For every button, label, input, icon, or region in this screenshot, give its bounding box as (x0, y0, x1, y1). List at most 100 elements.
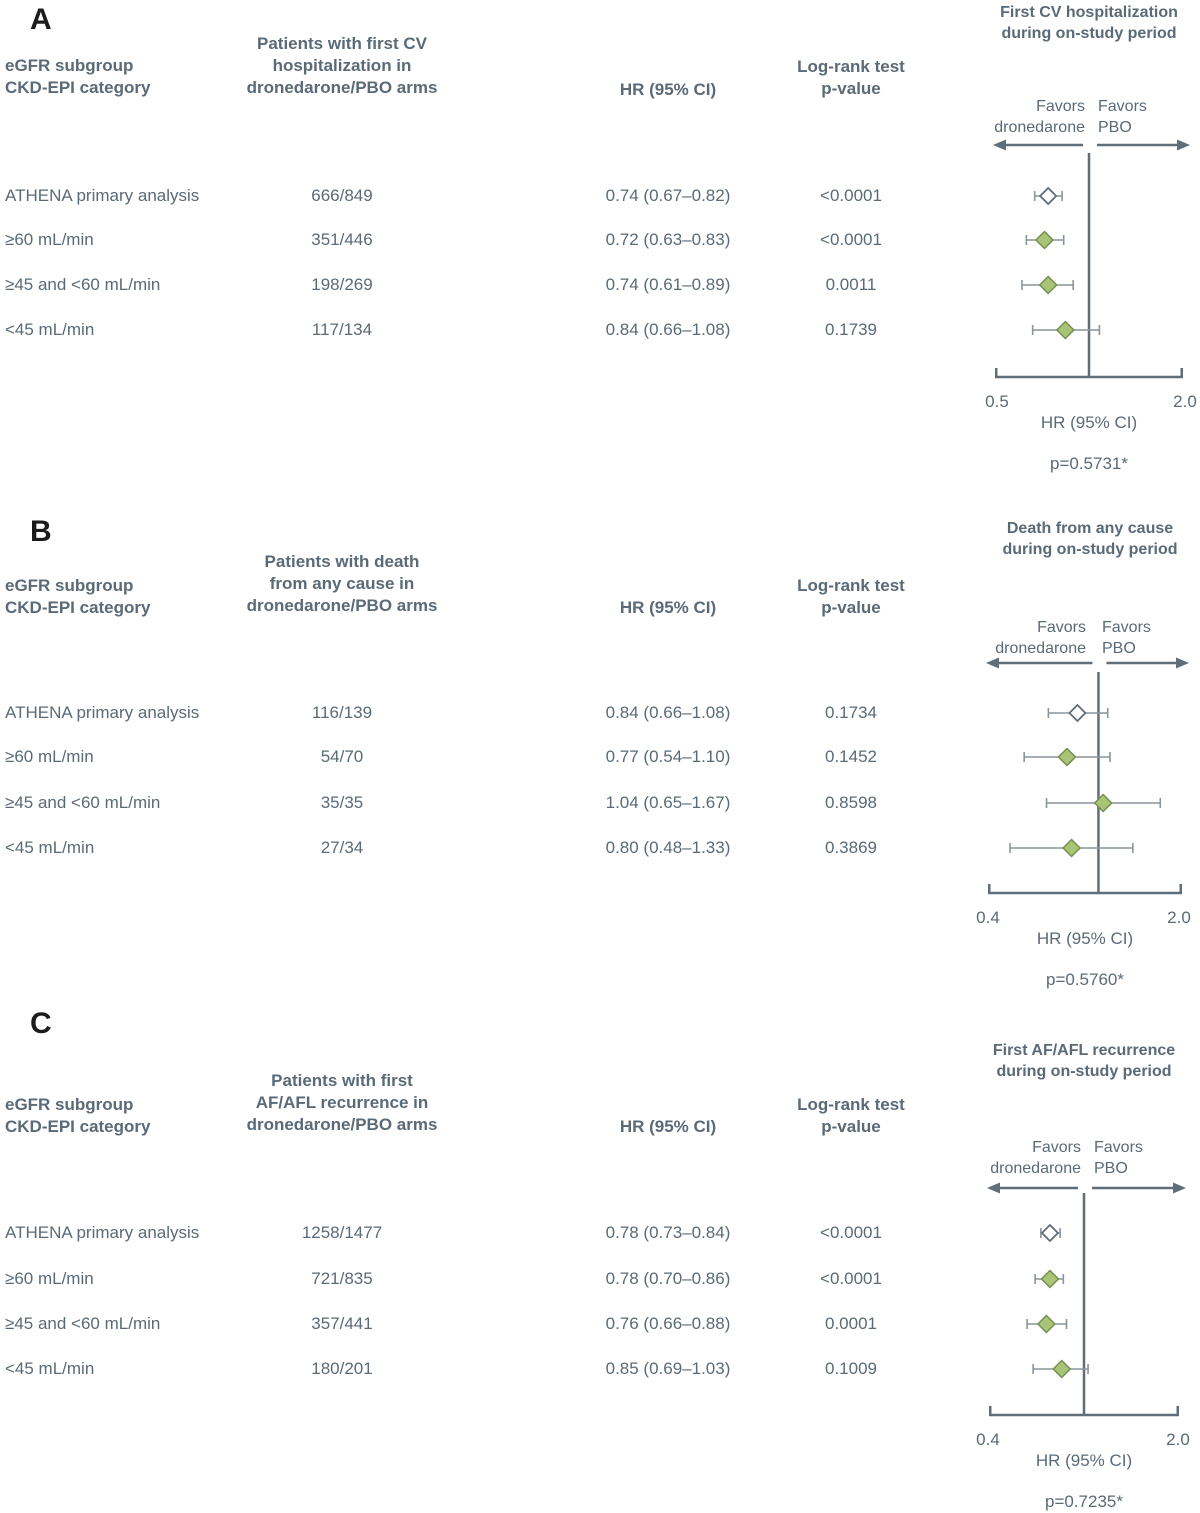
row-label: ATHENA primary analysis (5, 703, 200, 722)
row-label: <45 mL/min (5, 1359, 95, 1378)
patients-header-line1: Patients with death (264, 552, 420, 571)
row-label: ≥60 mL/min (5, 230, 94, 249)
panel-letter: C (30, 1007, 52, 1040)
favors-dronedarone-line1: Favors (1037, 619, 1086, 636)
favors-pbo-label: Favors PBO (1094, 1137, 1184, 1179)
favors-dronedarone-label: Favors dronedarone (931, 1137, 1081, 1179)
favors-pbo-line2: PBO (1094, 1160, 1128, 1177)
patients-cell: 357/441 (311, 1314, 373, 1333)
subgroup-header-line1: eGFR subgroup (5, 1095, 134, 1114)
hr-diamond-filled (1036, 1314, 1056, 1334)
row-label: ≥60 mL/min (5, 1269, 94, 1288)
favors-right-arrowhead (1176, 657, 1189, 669)
favors-pbo-line2: PBO (1098, 119, 1132, 136)
patients-header-line2: hospitalization in (272, 56, 412, 75)
pvalue-cell: <0.0001 (820, 1269, 882, 1288)
patients-cell: 666/849 (311, 186, 373, 205)
plot-title: First CV hospitalization during on-study… (978, 2, 1200, 44)
favors-dronedarone-line2: dronedarone (995, 640, 1086, 657)
patients-cell: 1258/1477 (301, 1223, 383, 1242)
hr-cell: 0.76 (0.66–0.88) (605, 1314, 731, 1333)
plot-title-line2: during on-study period (1002, 541, 1178, 558)
hr-diamond-filled (1057, 747, 1077, 767)
hr-cell: 0.72 (0.63–0.83) (605, 230, 731, 249)
subgroup-header: eGFR subgroup CKD-EPI category (5, 575, 295, 619)
hr-diamond-open (1068, 703, 1087, 723)
plot-title-line2: during on-study period (1001, 25, 1177, 42)
hr-cell: 0.85 (0.69–1.03) (605, 1359, 731, 1378)
patients-header-line1: Patients with first (271, 1071, 413, 1090)
panel-letter: B (30, 515, 52, 548)
patients-header: Patients with first AF/AFL recurrence in… (242, 1070, 442, 1136)
row-label: ≥45 and <60 mL/min (5, 793, 161, 812)
pvalue-cell: <0.0001 (820, 230, 882, 249)
patients-header: Patients with first CV hospitalization i… (242, 33, 442, 99)
pvalue-cell: 0.1452 (825, 747, 877, 766)
hr-cell: 0.84 (0.66–1.08) (605, 703, 731, 722)
hr-header: HR (95% CI) (619, 80, 717, 99)
favors-right-arrowhead (1177, 139, 1190, 151)
pvalue-cell: 0.1739 (825, 320, 877, 339)
axis-label: HR (95% CI) (1035, 1451, 1133, 1470)
hr-diamond-filled (1093, 793, 1113, 813)
row-label: <45 mL/min (5, 320, 95, 339)
favors-dronedarone-line2: dronedarone (990, 1160, 1081, 1177)
favors-left-arrowhead (993, 139, 1006, 151)
hr-cell: 0.74 (0.61–0.89) (605, 275, 731, 294)
hr-diamond-filled (1038, 275, 1058, 295)
pvalue-cell: 0.0011 (825, 275, 877, 294)
axis-tick-min: 0.4 (976, 1430, 1000, 1449)
pvalue-header: Log-rank test p-value (766, 1094, 936, 1138)
pvalue-header-line2: p-value (821, 1117, 881, 1136)
pvalue-header: Log-rank test p-value (766, 575, 936, 619)
overall-pvalue: p=0.5760* (1046, 970, 1124, 989)
axis-tick-max: 2.0 (1173, 392, 1197, 411)
pvalue-header-line1: Log-rank test (797, 576, 905, 595)
pvalue-cell: <0.0001 (820, 1223, 882, 1242)
subgroup-header-line2: CKD-EPI category (5, 78, 151, 97)
patients-header-line3: dronedarone/PBO arms (246, 596, 438, 615)
patients-cell: 721/835 (311, 1269, 373, 1288)
hr-diamond-filled (1061, 838, 1082, 858)
plot-title-line1: Death from any cause (1006, 520, 1174, 537)
favors-dronedarone-line1: Favors (1036, 98, 1085, 115)
favors-dronedarone-line1: Favors (1032, 1139, 1081, 1156)
pvalue-cell: <0.0001 (820, 186, 882, 205)
hr-header: HR (95% CI) (619, 598, 717, 617)
pvalue-header-line2: p-value (821, 598, 881, 617)
hr-cell: 0.80 (0.48–1.33) (605, 838, 731, 857)
axis-tick-max: 2.0 (1167, 908, 1191, 927)
row-label: <45 mL/min (5, 838, 95, 857)
row-label: ATHENA primary analysis (5, 186, 200, 205)
axis-tick-min: 0.5 (985, 392, 1009, 411)
patients-header-line3: dronedarone/PBO arms (246, 78, 438, 97)
hr-cell: 1.04 (0.65–1.67) (605, 793, 731, 812)
pvalue-header-line1: Log-rank test (797, 57, 905, 76)
favors-pbo-label: Favors PBO (1098, 96, 1188, 138)
patients-cell: 180/201 (311, 1359, 373, 1378)
overall-pvalue: p=0.5731* (1050, 454, 1128, 473)
subgroup-header: eGFR subgroup CKD-EPI category (5, 55, 295, 99)
hr-diamond-filled (1055, 320, 1075, 340)
favors-dronedarone-label: Favors dronedarone (935, 96, 1085, 138)
hr-cell: 0.78 (0.73–0.84) (605, 1223, 731, 1242)
plot-title-line1: First AF/AFL recurrence (992, 1042, 1176, 1059)
hr-cell: 0.84 (0.66–1.08) (605, 320, 731, 339)
subgroup-header-line2: CKD-EPI category (5, 1117, 151, 1136)
plot-title: Death from any cause during on-study per… (979, 518, 1200, 560)
favors-pbo-line1: Favors (1102, 619, 1151, 636)
plot-title-line1: First CV hospitalization (1000, 4, 1178, 21)
favors-dronedarone-line2: dronedarone (994, 119, 1085, 136)
axis-label: HR (95% CI) (1036, 929, 1134, 948)
row-label: ATHENA primary analysis (5, 1223, 200, 1242)
favors-left-arrowhead (987, 1182, 1000, 1194)
pvalue-cell: 0.0001 (825, 1314, 877, 1333)
patients-cell: 27/34 (320, 838, 364, 857)
pvalue-cell: 0.1009 (825, 1359, 877, 1378)
plot-title-line2: during on-study period (996, 1063, 1172, 1080)
pvalue-cell: 0.3869 (825, 838, 877, 857)
panel-letter: A (30, 3, 52, 36)
patients-header-line2: AF/AFL recurrence in (255, 1093, 429, 1112)
